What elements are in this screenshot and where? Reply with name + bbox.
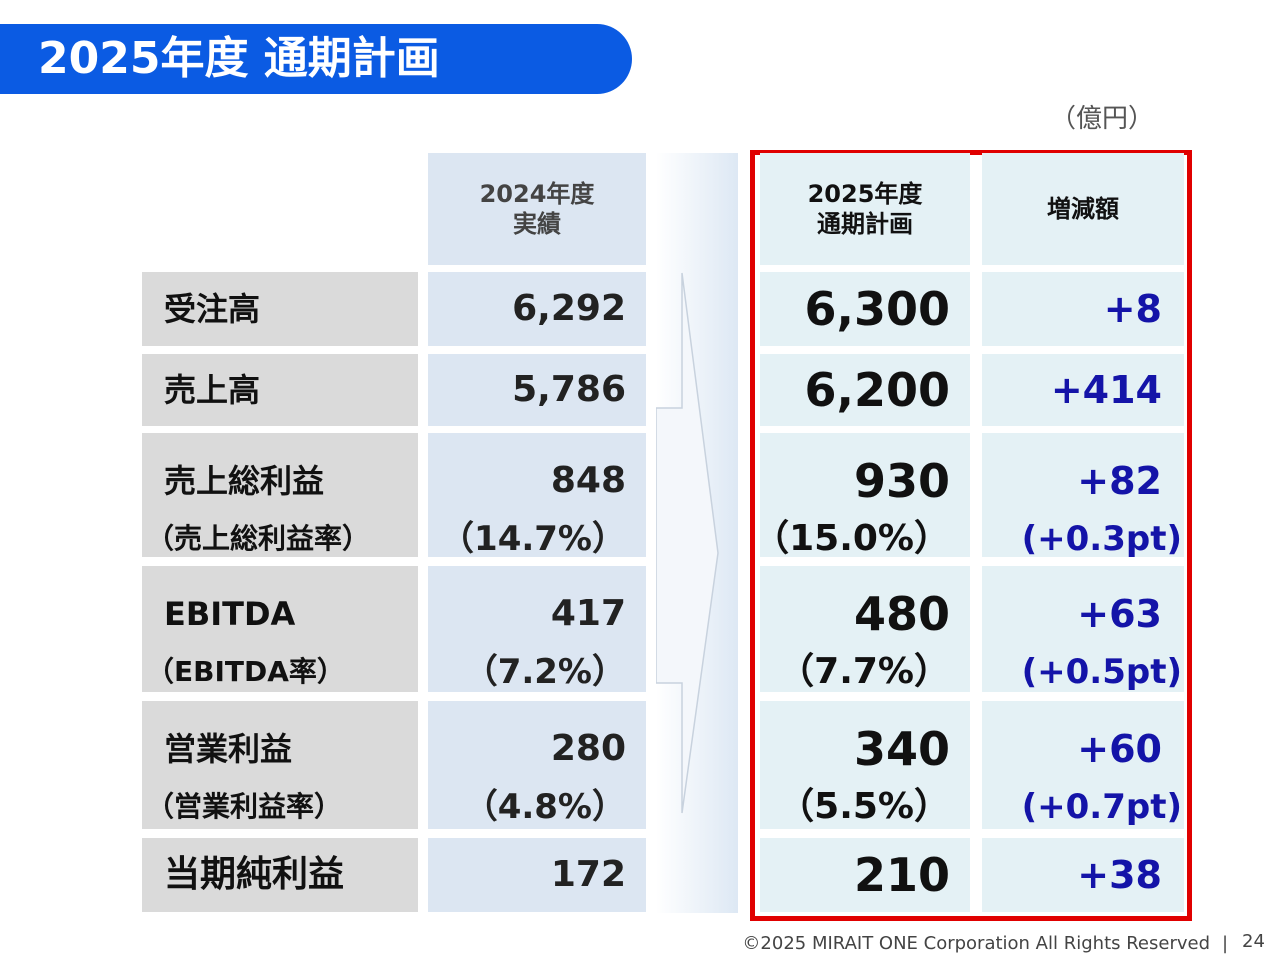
value-cell [428, 354, 646, 426]
value: +8 [1103, 287, 1162, 331]
row-label: 売上総利益 [164, 462, 325, 500]
unit-label: （億円） [1050, 104, 1155, 134]
arrow [656, 272, 719, 814]
sub-value: (+0.3pt) [1021, 519, 1182, 559]
value-cell [982, 701, 1184, 829]
row-label-cell [142, 433, 418, 557]
sub-value: （7.7%） [778, 651, 950, 692]
row-sub-label: （営業利益率） [146, 790, 343, 823]
value: 5,786 [512, 369, 626, 410]
value: 417 [550, 593, 626, 634]
value: +63 [1077, 592, 1162, 636]
copyright: ©2025 MIRAIT ONE Corporation All Rights … [742, 933, 1210, 954]
value: 480 [853, 587, 950, 641]
row-label-cell [142, 701, 418, 829]
value-cell [760, 701, 970, 829]
header-cell [428, 153, 646, 265]
sub-value: (+0.5pt) [1021, 652, 1182, 692]
value: +60 [1077, 727, 1162, 771]
row-label-cell [142, 838, 418, 912]
row-sub-label: （EBITDA率） [146, 655, 345, 688]
value: +414 [1050, 368, 1162, 412]
row-label-cell [142, 354, 418, 426]
value-cell [760, 354, 970, 426]
sub-value: （4.8%） [463, 787, 626, 827]
sub-value: （15.0%） [753, 518, 950, 559]
value-cell [982, 566, 1184, 692]
value-cell [760, 566, 970, 692]
value-cell [428, 566, 646, 692]
value: 280 [550, 728, 626, 769]
value-cell [982, 354, 1184, 426]
value-cell [428, 272, 646, 346]
row-label: 当期純利益 [164, 854, 345, 895]
header-cell [760, 153, 970, 265]
row-label: EBITDA [164, 595, 296, 633]
row-label: 受注高 [164, 290, 261, 328]
separator: | [1222, 933, 1229, 954]
value: 6,200 [804, 363, 950, 417]
arrow-column [656, 153, 738, 913]
value-cell [428, 701, 646, 829]
column-header: 2024年度 [479, 180, 595, 208]
row-sub-label: （売上総利益率） [146, 522, 371, 555]
value: 930 [853, 454, 950, 508]
title: 2025年度 通期計画 [38, 33, 440, 84]
value: 6,300 [804, 282, 950, 336]
sub-value: （5.5%） [778, 786, 950, 827]
value: 210 [853, 848, 950, 902]
value-cell [760, 838, 970, 912]
sub-value: (+0.7pt) [1021, 787, 1182, 827]
value: 340 [853, 722, 950, 776]
value: +82 [1077, 459, 1162, 503]
value-cell [982, 272, 1184, 346]
row-label: 営業利益 [164, 730, 293, 768]
highlight-box [750, 150, 1192, 921]
column-header: 実績 [513, 210, 561, 238]
value: 6,292 [512, 288, 626, 329]
value-cell [760, 272, 970, 346]
row-label-cell [142, 566, 418, 692]
column-header: 通期計画 [817, 210, 913, 238]
value-cell [428, 838, 646, 912]
sub-value: （14.7%） [440, 519, 626, 559]
value: 172 [550, 854, 626, 895]
row-label: 売上高 [164, 371, 261, 409]
column-header: 増減額 [1047, 195, 1119, 223]
header-cell [982, 153, 1184, 265]
title-banner [0, 24, 632, 94]
value-cell [982, 838, 1184, 912]
column-header: 2025年度 [807, 180, 923, 208]
row-label-cell [142, 272, 418, 346]
page-number: 24 [1242, 931, 1265, 952]
value-cell [982, 433, 1184, 557]
value-cell [428, 433, 646, 557]
sub-value: （7.2%） [463, 652, 626, 692]
value-cell [760, 433, 970, 557]
value: 848 [550, 460, 626, 501]
value: +38 [1077, 853, 1162, 897]
